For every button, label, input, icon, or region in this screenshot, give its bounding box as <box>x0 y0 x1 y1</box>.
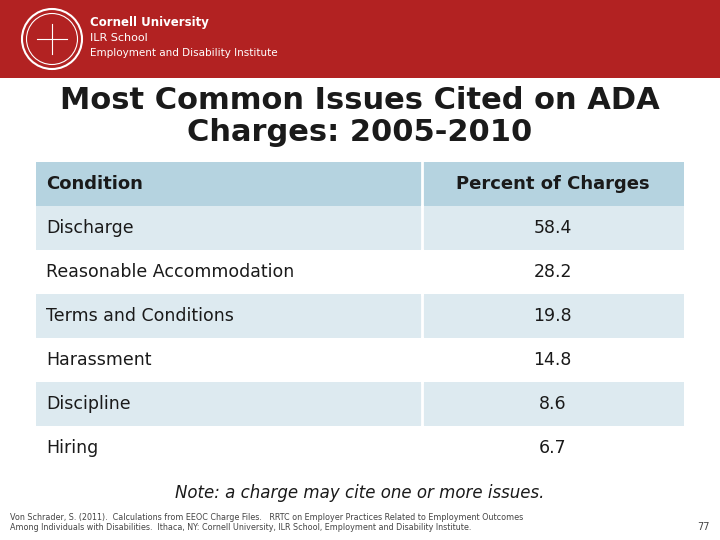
Text: Percent of Charges: Percent of Charges <box>456 175 649 193</box>
Bar <box>36 426 684 470</box>
Text: Von Schrader, S. (2011).  Calculations from EEOC Charge Files.   RRTC on Employe: Von Schrader, S. (2011). Calculations fr… <box>10 512 523 532</box>
Bar <box>36 206 684 250</box>
Text: Terms and Conditions: Terms and Conditions <box>46 307 234 325</box>
Text: 58.4: 58.4 <box>534 219 572 237</box>
Text: 77: 77 <box>698 522 710 532</box>
Text: Most Common Issues Cited on ADA: Most Common Issues Cited on ADA <box>60 86 660 115</box>
Text: Reasonable Accommodation: Reasonable Accommodation <box>46 263 294 281</box>
Text: 14.8: 14.8 <box>534 351 572 369</box>
Text: 28.2: 28.2 <box>534 263 572 281</box>
Text: 8.6: 8.6 <box>539 395 567 413</box>
Text: Hiring: Hiring <box>46 439 98 457</box>
Text: 6.7: 6.7 <box>539 439 567 457</box>
Bar <box>36 250 684 294</box>
Bar <box>36 162 684 206</box>
Bar <box>36 382 684 426</box>
Text: Charges: 2005-2010: Charges: 2005-2010 <box>187 118 533 147</box>
Text: Harassment: Harassment <box>46 351 151 369</box>
Bar <box>0 0 720 78</box>
Text: Condition: Condition <box>46 175 143 193</box>
Text: Discharge: Discharge <box>46 219 134 237</box>
Bar <box>36 294 684 338</box>
Text: Note: a charge may cite one or more issues.: Note: a charge may cite one or more issu… <box>175 484 545 502</box>
Text: ILR School: ILR School <box>90 33 148 43</box>
Text: Cornell University: Cornell University <box>90 16 209 29</box>
Text: 19.8: 19.8 <box>534 307 572 325</box>
Text: Discipline: Discipline <box>46 395 130 413</box>
Text: Employment and Disability Institute: Employment and Disability Institute <box>90 48 278 58</box>
Bar <box>36 338 684 382</box>
